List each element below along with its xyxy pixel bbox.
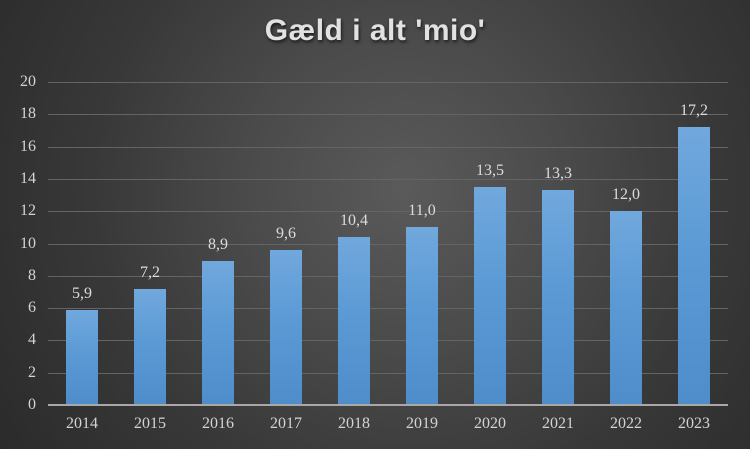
gridline xyxy=(48,114,728,116)
gridline xyxy=(48,243,728,245)
bar-value-label: 8,9 xyxy=(208,236,228,254)
y-tick-label: 18 xyxy=(20,105,36,123)
y-tick-label: 4 xyxy=(28,331,36,349)
y-tick-label: 16 xyxy=(20,137,36,155)
gridline xyxy=(48,178,728,180)
bar xyxy=(270,249,302,405)
bar-value-label: 12,0 xyxy=(612,186,640,204)
x-tick-label: 2023 xyxy=(678,415,710,432)
bar-value-label: 7,2 xyxy=(140,263,160,281)
bar xyxy=(678,127,710,405)
y-tick-label: 10 xyxy=(20,234,36,252)
bar xyxy=(542,190,574,405)
x-tick-label: 2021 xyxy=(542,415,574,432)
x-tick-label: 2015 xyxy=(134,415,166,432)
bar xyxy=(406,227,438,405)
bar-value-label: 17,2 xyxy=(680,102,708,120)
chart-title: Gæld i alt 'mio' xyxy=(264,14,486,47)
gridline xyxy=(48,340,728,342)
bar xyxy=(610,211,642,405)
x-axis-line xyxy=(48,404,728,406)
y-tick-label: 2 xyxy=(28,363,36,381)
y-tick-label: 12 xyxy=(20,202,36,220)
x-tick-label: 2020 xyxy=(474,415,506,432)
bar-value-label: 13,5 xyxy=(476,161,504,179)
x-tick-label: 2014 xyxy=(66,415,98,432)
bar-value-label: 13,3 xyxy=(544,165,572,183)
gridline xyxy=(48,372,728,374)
gridline xyxy=(48,82,728,83)
x-tick-label: 2019 xyxy=(406,415,438,432)
bar xyxy=(134,288,166,405)
bar-value-label: 10,4 xyxy=(340,212,368,230)
bar xyxy=(474,186,506,405)
gridline xyxy=(48,146,728,148)
bar-value-label: 11,0 xyxy=(408,202,436,220)
y-tick-label: 6 xyxy=(28,299,36,317)
bar xyxy=(202,261,234,405)
bar-value-label: 5,9 xyxy=(72,284,92,302)
bar xyxy=(338,237,370,405)
x-tick-label: 2016 xyxy=(202,415,234,432)
y-tick-label: 0 xyxy=(28,396,36,413)
gridline xyxy=(48,308,728,310)
bar-value-label: 9,6 xyxy=(276,224,296,242)
x-tick-label: 2022 xyxy=(610,415,642,432)
y-tick-label: 14 xyxy=(20,169,36,187)
bar xyxy=(66,309,98,405)
gridline xyxy=(48,275,728,277)
y-tick-label: 20 xyxy=(20,73,36,90)
gridline xyxy=(48,211,728,213)
x-tick-label: 2018 xyxy=(338,415,370,432)
y-tick-label: 8 xyxy=(28,266,36,284)
x-tick-label: 2017 xyxy=(270,415,302,432)
